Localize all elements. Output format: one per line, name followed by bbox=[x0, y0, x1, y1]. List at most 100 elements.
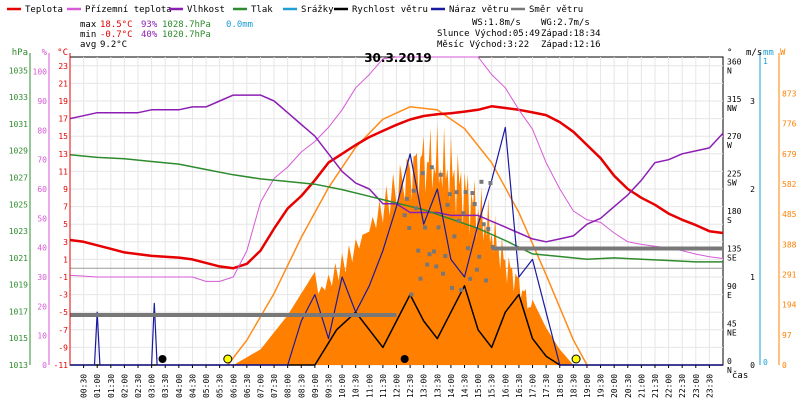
axis-tick-temperature-17: 23 bbox=[58, 62, 68, 71]
direction-dot-16 bbox=[438, 172, 443, 177]
axis-tick-solar-7: 679 bbox=[782, 150, 797, 159]
x-tick-label-2: 01:30 bbox=[107, 374, 116, 398]
direction-dot-31 bbox=[472, 201, 477, 206]
axis-tick-solar-4: 388 bbox=[782, 240, 797, 249]
x-tick-label-42: 21:30 bbox=[651, 374, 660, 398]
axis-tick-solar-6: 582 bbox=[782, 180, 797, 189]
wind-speed-info: WS:1.8m/s bbox=[472, 18, 521, 28]
axis-dir-label-3: SE bbox=[727, 254, 737, 263]
stats-max-label: max bbox=[80, 20, 97, 30]
direction-dot-37 bbox=[486, 226, 491, 231]
x-tick-label-44: 22:30 bbox=[678, 374, 687, 398]
sunset-marker bbox=[571, 354, 581, 364]
axis-tick-solar-8: 776 bbox=[782, 120, 797, 129]
stats-min-hum: 40% bbox=[141, 30, 158, 40]
x-tick-label-22: 11:30 bbox=[379, 374, 388, 398]
stats-min-label: min bbox=[80, 30, 96, 40]
sunrise-marker bbox=[223, 354, 233, 364]
axis-tick-pressure-0: 1013 bbox=[9, 361, 28, 370]
direction-dot-38 bbox=[488, 180, 493, 185]
direction-dot-11 bbox=[427, 252, 432, 257]
axis-dir-label-4: S bbox=[727, 216, 732, 225]
direction-dot-6 bbox=[416, 248, 421, 253]
axis-dir-label-5: SW bbox=[727, 179, 737, 188]
axis-tick-humidity-9: 90 bbox=[37, 97, 47, 106]
axis-tick-temperature-0: -11 bbox=[54, 361, 69, 370]
axis-unit-solar: W bbox=[780, 48, 786, 58]
x-tick-label-0: 00:30 bbox=[80, 374, 89, 398]
axis-tick-solar-0: 0 bbox=[782, 361, 787, 370]
sunrise-info: Slunce Východ:05:49 bbox=[437, 29, 540, 39]
axis-tick-temperature-13: 15 bbox=[58, 132, 68, 141]
x-tick-label-5: 03:00 bbox=[148, 374, 157, 398]
axis-tick-temperature-2: -7 bbox=[58, 326, 68, 335]
axis-tick-pressure-7: 1027 bbox=[9, 174, 28, 183]
axis-tick-humidity-5: 50 bbox=[37, 214, 47, 223]
x-tick-label-46: 23:30 bbox=[705, 374, 714, 398]
axis-tick-temperature-5: -1 bbox=[58, 273, 68, 282]
stats-min-temp: -0.7°C bbox=[100, 30, 133, 40]
x-tick-label-3: 02:00 bbox=[120, 374, 129, 398]
axis-dir-label-1: NE bbox=[727, 329, 737, 338]
axis-tick-temperature-7: 3 bbox=[63, 238, 68, 247]
legend-label-3: Tlak bbox=[251, 5, 273, 15]
stats-max-temp: 18.5°C bbox=[100, 20, 133, 30]
direction-dot-32 bbox=[474, 267, 479, 272]
direction-dot-2 bbox=[407, 225, 412, 230]
direction-dot-24 bbox=[456, 218, 461, 223]
axis-unit-pressure: hPa bbox=[12, 48, 28, 58]
direction-dot-3 bbox=[409, 292, 414, 297]
direction-dot-18 bbox=[443, 253, 448, 258]
x-tick-label-31: 16:00 bbox=[501, 374, 510, 398]
legend-label-0: Teplota bbox=[25, 5, 63, 15]
x-tick-label-32: 16:30 bbox=[515, 374, 524, 398]
axis-tick-direction-3: 135 bbox=[727, 245, 742, 254]
stats-avg-label: avg bbox=[80, 40, 96, 50]
wind-gust-info: WG:2.7m/s bbox=[541, 18, 590, 28]
x-tick-label-23: 12:00 bbox=[393, 374, 402, 398]
direction-dot-0 bbox=[402, 213, 407, 218]
axis-dir-label-0: N bbox=[727, 366, 732, 375]
axis-tick-rain-0: 0 bbox=[763, 358, 768, 367]
x-tick-label-40: 20:30 bbox=[624, 374, 633, 398]
moonrise-marker bbox=[158, 355, 167, 363]
x-tick-label-26: 13:30 bbox=[433, 374, 442, 398]
axis-tick-solar-1: 97 bbox=[782, 331, 792, 340]
axis-unit-temperature: °C bbox=[57, 48, 68, 58]
x-tick-label-9: 05:00 bbox=[202, 374, 211, 398]
direction-dot-27 bbox=[463, 190, 468, 195]
x-tick-label-6: 03:30 bbox=[161, 374, 170, 398]
axis-tick-temperature-11: 11 bbox=[58, 167, 68, 176]
direction-dot-26 bbox=[461, 211, 466, 216]
axis-tick-temperature-6: 1 bbox=[63, 255, 68, 264]
axis-tick-pressure-4: 1021 bbox=[9, 254, 28, 263]
axis-tick-pressure-5: 1023 bbox=[9, 227, 28, 236]
x-tick-label-24: 12:30 bbox=[406, 374, 415, 398]
axis-tick-wind-0: 0 bbox=[750, 361, 755, 370]
moonset-marker bbox=[400, 355, 409, 363]
axis-dir-label-6: W bbox=[727, 141, 732, 150]
series-line-1 bbox=[69, 56, 724, 282]
axis-tick-wind-3: 3 bbox=[750, 97, 755, 106]
x-tick-label-36: 18:30 bbox=[569, 374, 578, 398]
series-line-4 bbox=[70, 285, 723, 366]
direction-dot-12 bbox=[429, 165, 434, 170]
x-tick-label-13: 07:00 bbox=[256, 374, 265, 398]
x-tick-label-43: 22:00 bbox=[665, 374, 674, 398]
x-tick-label-8: 04:30 bbox=[188, 374, 197, 398]
x-tick-label-28: 14:30 bbox=[461, 374, 470, 398]
x-tick-label-25: 13:00 bbox=[420, 374, 429, 398]
axis-unit-direction: ° bbox=[727, 48, 732, 58]
axis-tick-humidity-4: 40 bbox=[37, 244, 47, 253]
axis-tick-direction-4: 180 bbox=[727, 207, 742, 216]
x-axis-label: čas bbox=[732, 370, 748, 381]
axis-tick-rain-1: 1 bbox=[763, 57, 768, 66]
axis-tick-humidity-3: 30 bbox=[37, 273, 47, 282]
series-line-0 bbox=[69, 105, 724, 270]
axis-dir-label-2: E bbox=[727, 291, 732, 300]
x-tick-label-10: 05:30 bbox=[216, 374, 225, 398]
direction-dot-35 bbox=[481, 222, 486, 227]
direction-dot-1 bbox=[404, 196, 409, 201]
axis-tick-pressure-11: 1035 bbox=[9, 66, 28, 75]
stats-max-hum: 93% bbox=[141, 20, 158, 30]
